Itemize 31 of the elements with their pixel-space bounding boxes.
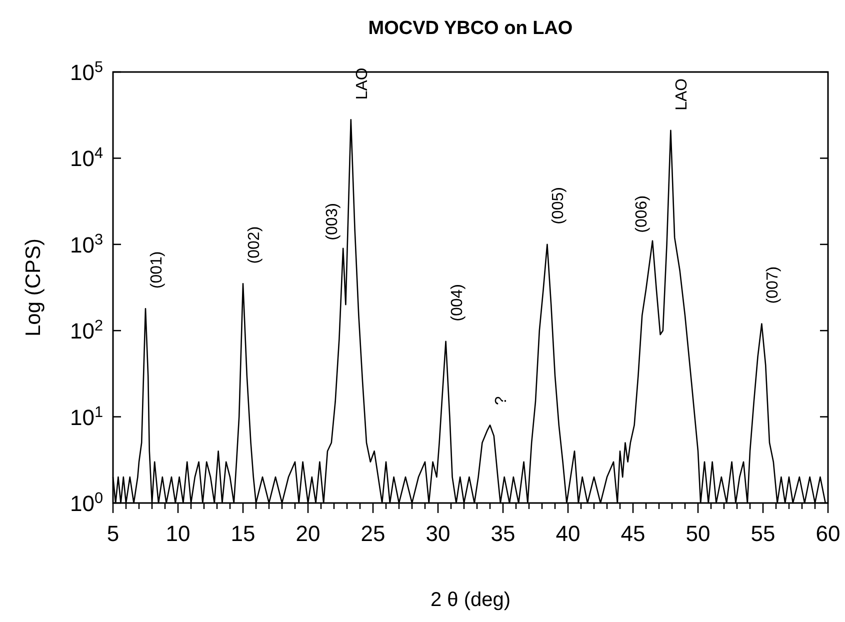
x-axis-title: 2 θ (deg) xyxy=(430,589,511,611)
annotation: (003) xyxy=(324,202,342,240)
y-tick-label: 10$^{0}$ xyxy=(70,490,103,516)
x-tick-label: 40 xyxy=(556,521,580,546)
x-tick-label: 20 xyxy=(296,521,320,546)
y-tick-label: 10$^{2}$ xyxy=(70,317,103,344)
x-tick-label: 45 xyxy=(620,521,646,546)
y-tick-label: 10$^{1}$ xyxy=(70,403,103,430)
x-tick-label: 35 xyxy=(490,521,516,546)
x-tick-label: 25 xyxy=(360,521,386,546)
y-tick-label: 10$^{5}$ xyxy=(70,58,103,85)
annotation: (004) xyxy=(448,284,466,322)
y-tick-label: 10$^{3}$ xyxy=(70,230,103,258)
chart-title: MOCVD YBCO on LAO xyxy=(368,18,573,39)
annotation: (007) xyxy=(764,266,782,304)
x-tick-label: 55 xyxy=(750,521,776,546)
x-tick-label: 30 xyxy=(426,521,450,546)
annotation: (005) xyxy=(550,187,568,224)
x-tick-label: 60 xyxy=(816,521,840,546)
x-tick-label: 10 xyxy=(166,521,190,546)
annotation: (006) xyxy=(634,195,650,233)
x-tick-label: 5 xyxy=(106,521,120,546)
y-axis-title: Log (CPS) xyxy=(22,238,45,337)
x-tick-label: 50 xyxy=(686,521,710,546)
annotation: (001) xyxy=(148,251,166,289)
annotation: LAO xyxy=(354,68,371,100)
y-tick-label: 10$^{4}$ xyxy=(70,144,104,172)
x-tick-label: 15 xyxy=(230,521,256,546)
annotation: LAO xyxy=(674,78,691,110)
annotation: ? xyxy=(493,396,510,406)
annotation: (002) xyxy=(246,226,263,264)
